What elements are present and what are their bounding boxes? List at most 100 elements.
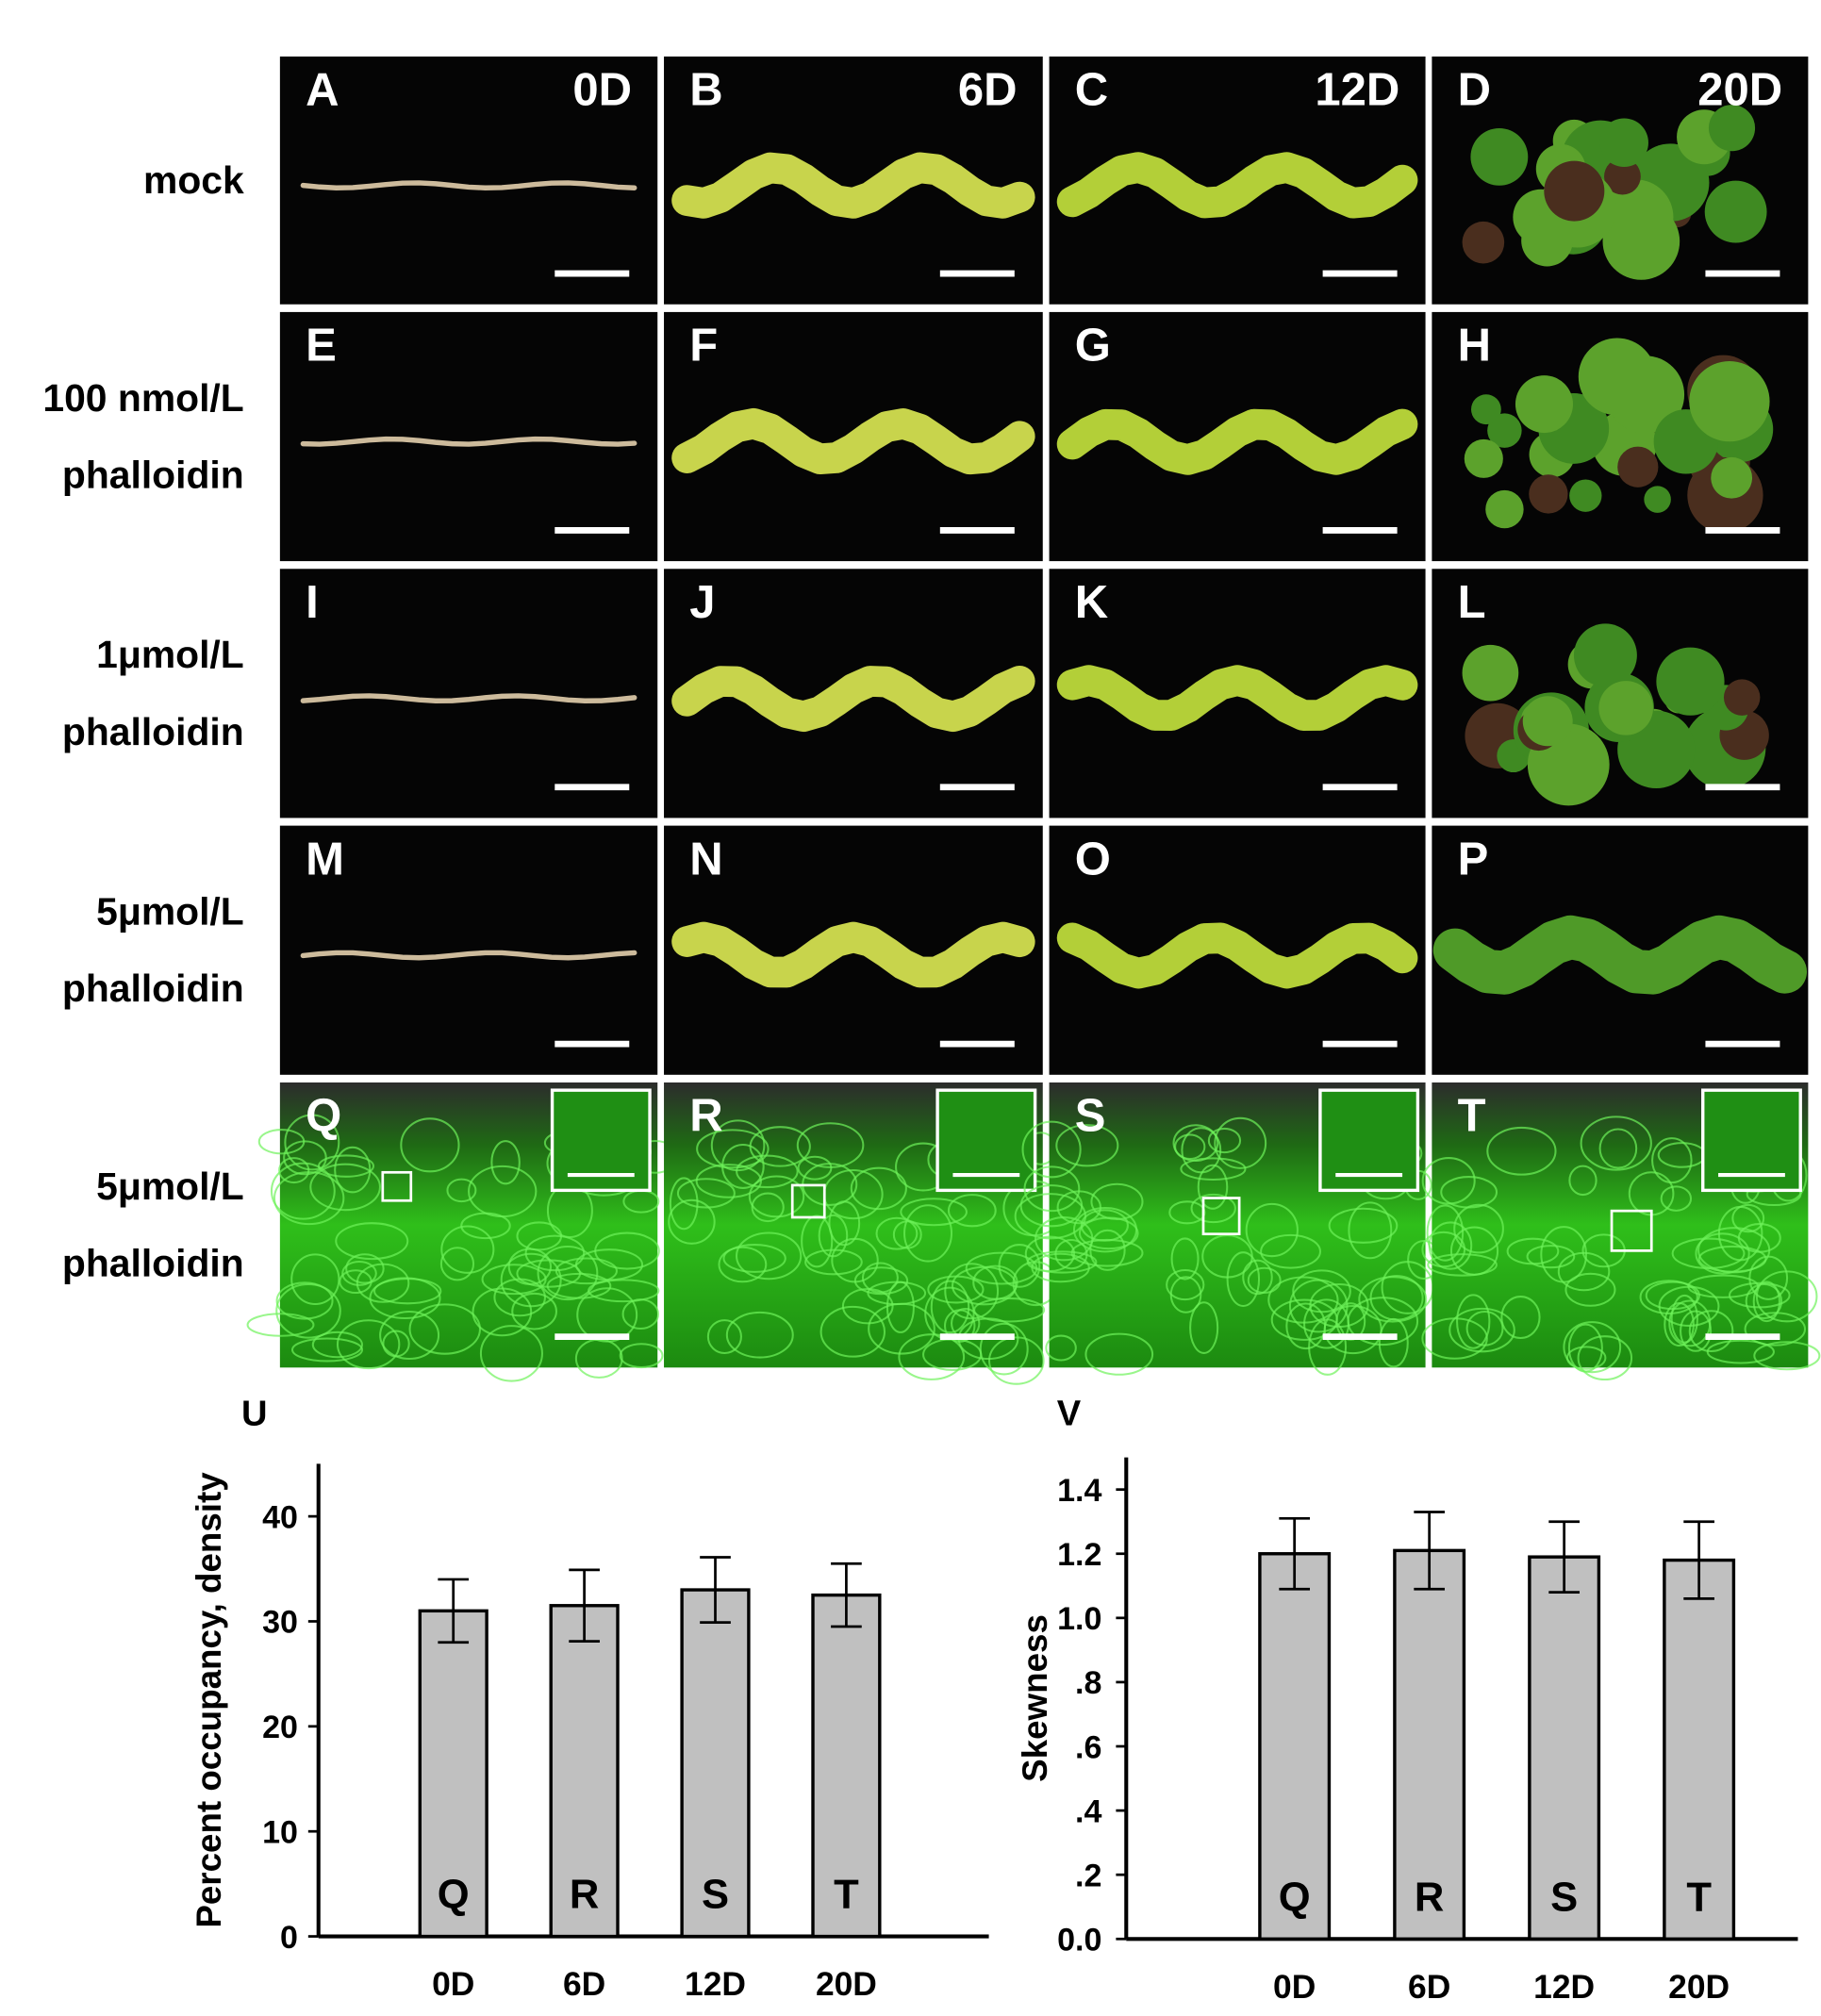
x-tick-label: 20D bbox=[816, 1965, 877, 2003]
cell-outline bbox=[875, 1216, 919, 1250]
panel-letter: M bbox=[306, 834, 344, 884]
cell-outline bbox=[1660, 1185, 1693, 1212]
bar bbox=[549, 1604, 620, 1939]
cell-outline bbox=[748, 1175, 805, 1218]
cell-outline bbox=[930, 1280, 970, 1334]
cell-outline bbox=[718, 1246, 768, 1283]
cell-outline bbox=[796, 1122, 865, 1168]
specimen bbox=[1656, 647, 1725, 716]
bar-label: R bbox=[1415, 1875, 1444, 1920]
cell-outline bbox=[1580, 1115, 1652, 1171]
cell-outline bbox=[1378, 1317, 1409, 1368]
panel-letter: S bbox=[1075, 1091, 1106, 1142]
cell-outline bbox=[1564, 1272, 1616, 1307]
cell-outline bbox=[1695, 1232, 1750, 1275]
specimen bbox=[671, 665, 1035, 733]
cell-outline bbox=[1267, 1276, 1339, 1324]
cell-outline bbox=[1639, 1280, 1698, 1314]
row-label: phalloidin bbox=[62, 967, 244, 1010]
specimen bbox=[1711, 456, 1753, 499]
cell-outline bbox=[853, 1266, 909, 1296]
cell-outline bbox=[273, 1171, 345, 1226]
bar-label: R bbox=[570, 1873, 599, 1918]
cell-outline bbox=[1598, 1128, 1638, 1169]
cell-outline bbox=[440, 1225, 495, 1274]
row-label: phalloidin bbox=[62, 1242, 244, 1285]
cell-outline bbox=[1242, 1259, 1273, 1296]
specimen bbox=[671, 152, 1035, 219]
cell-outline bbox=[903, 1204, 953, 1263]
specimen bbox=[1056, 922, 1418, 989]
cell-outline bbox=[1557, 1251, 1611, 1292]
x-tick-label: 6D bbox=[563, 1965, 605, 2003]
panel: T bbox=[1421, 1082, 1821, 1381]
y-tick-label: 10 bbox=[262, 1814, 298, 1850]
cell-outline bbox=[1731, 1203, 1765, 1233]
cell-outline bbox=[1172, 1124, 1219, 1163]
specimen bbox=[1464, 438, 1503, 478]
chart-title: V bbox=[1057, 1394, 1082, 1434]
cell-outline bbox=[1670, 1294, 1698, 1344]
cell-outline bbox=[1197, 1164, 1229, 1210]
inset-box bbox=[1610, 1209, 1653, 1252]
bar bbox=[1258, 1552, 1332, 1941]
y-tick-label: .6 bbox=[1075, 1729, 1101, 1765]
cell-outline bbox=[861, 1262, 899, 1294]
cell-outline bbox=[725, 1311, 794, 1359]
specimen bbox=[1432, 915, 1808, 995]
cell-outline bbox=[1181, 1127, 1222, 1174]
x-tick-label: 20D bbox=[1668, 1968, 1730, 2006]
panel: C 12D bbox=[1049, 56, 1426, 305]
specimen bbox=[1544, 160, 1605, 222]
cell-outline bbox=[927, 1275, 985, 1304]
y-tick-label: 1.2 bbox=[1057, 1537, 1101, 1573]
cell-outline bbox=[722, 1244, 786, 1273]
panel-letter: F bbox=[689, 321, 718, 372]
specimen bbox=[671, 407, 1035, 475]
bar-label: T bbox=[834, 1873, 859, 1918]
cell-outline bbox=[979, 1322, 1029, 1376]
panel-letter: N bbox=[689, 834, 722, 884]
cell-outline bbox=[275, 1281, 334, 1320]
cell-outline bbox=[944, 1309, 976, 1343]
bar-label: Q bbox=[1279, 1875, 1311, 1920]
cell-outline bbox=[1166, 1268, 1205, 1301]
cell-outline bbox=[334, 1146, 372, 1194]
cell-outline bbox=[1567, 1323, 1603, 1373]
cell-outline bbox=[1456, 1294, 1491, 1349]
specimen bbox=[1462, 644, 1519, 702]
cell-outline bbox=[898, 1333, 966, 1380]
y-axis-label: Percent occupancy, density bbox=[190, 1472, 228, 1928]
chart-title: U bbox=[241, 1394, 268, 1434]
x-tick-label: 12D bbox=[1533, 1968, 1595, 2006]
cell-outline bbox=[1260, 1233, 1321, 1269]
panel: I bbox=[279, 569, 658, 818]
cell-outline bbox=[1428, 1221, 1473, 1270]
cell-outline bbox=[1449, 1226, 1499, 1276]
cell-outline bbox=[246, 1313, 315, 1337]
cell-outline bbox=[1055, 1124, 1119, 1167]
panel: O bbox=[1049, 825, 1426, 1075]
cell-outline bbox=[1347, 1297, 1419, 1347]
cell-outline bbox=[1323, 1304, 1382, 1355]
inset-box bbox=[790, 1183, 826, 1219]
cell-outline bbox=[1174, 1133, 1206, 1161]
panel: F bbox=[664, 311, 1043, 562]
cell-outline bbox=[1169, 1276, 1202, 1314]
cell-outline bbox=[1526, 1245, 1576, 1269]
bar bbox=[418, 1609, 488, 1939]
cell-outline bbox=[1753, 1341, 1821, 1371]
cell-outline bbox=[335, 1222, 409, 1261]
cell-outline bbox=[1745, 1282, 1783, 1320]
bar bbox=[1528, 1555, 1601, 1941]
panel: K bbox=[1049, 569, 1426, 818]
photo bbox=[279, 569, 658, 818]
x-tick-label: 12D bbox=[685, 1965, 746, 2003]
inset-box bbox=[381, 1170, 413, 1202]
cell-outline bbox=[669, 1177, 699, 1231]
cell-outline bbox=[1651, 1137, 1693, 1184]
panel-letter: A bbox=[306, 65, 339, 116]
row-label: 5μmol/L bbox=[96, 1165, 244, 1208]
cell-outline bbox=[439, 1247, 475, 1281]
